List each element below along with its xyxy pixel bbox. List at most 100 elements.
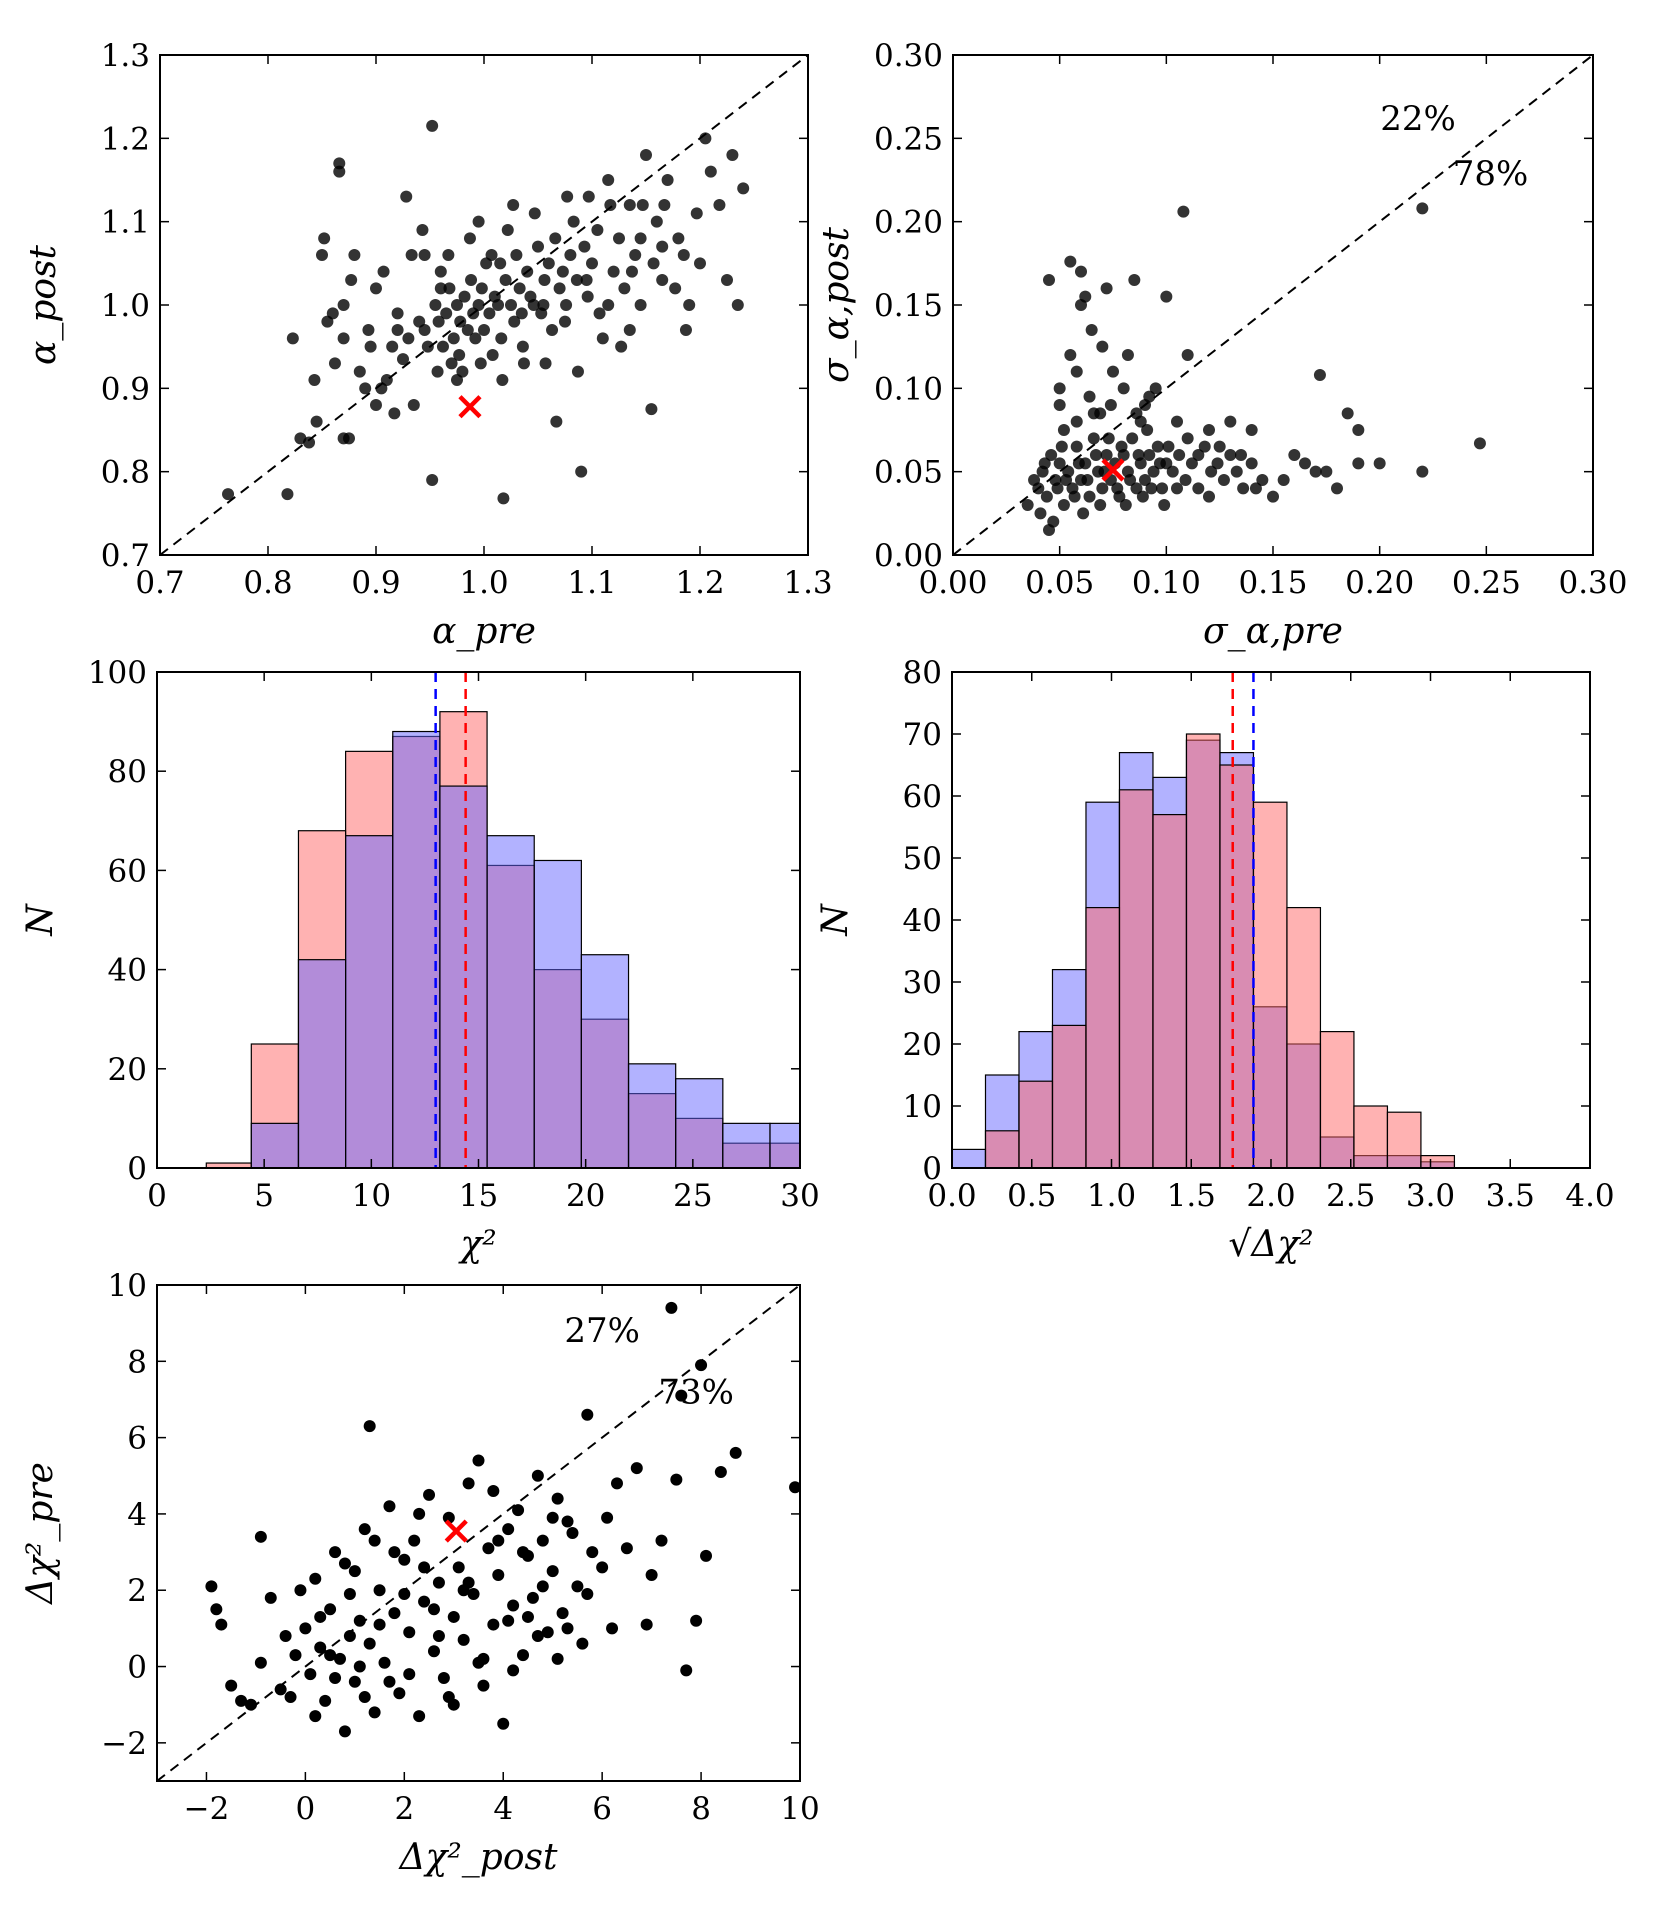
scatter-point	[309, 1710, 322, 1723]
scatter-point	[294, 1584, 307, 1597]
scatter-point	[1203, 424, 1215, 436]
scatter-point	[677, 249, 690, 261]
scatter-point	[1416, 202, 1429, 215]
scatter-point	[1162, 440, 1175, 453]
scatter-point	[586, 257, 598, 270]
scatter-point	[492, 1534, 505, 1547]
scatter-point	[1100, 449, 1113, 461]
scatter-point	[546, 1565, 559, 1578]
scatter-point	[634, 299, 647, 311]
scatter-point	[526, 1591, 539, 1604]
scatter-point	[1115, 440, 1128, 453]
x-tick-label: 0.0	[927, 1178, 976, 1214]
scatter-point	[737, 182, 750, 195]
x-tick-label: 10	[352, 1178, 391, 1214]
scatter-point	[564, 249, 577, 261]
scatter-point	[1224, 449, 1237, 461]
scatter-point	[1224, 415, 1237, 428]
scatter-point	[581, 1408, 594, 1421]
scatter-point	[359, 382, 372, 395]
scatter-point	[497, 492, 510, 505]
x-tick-label: 15	[459, 1178, 498, 1214]
scatter-point	[329, 1671, 342, 1684]
x-tick-label: 20	[566, 1178, 605, 1214]
percentage-label: 22%	[1380, 99, 1456, 139]
scatter-point	[510, 249, 523, 261]
y-tick-label: 0.25	[874, 121, 943, 157]
scatter-point	[567, 215, 580, 228]
y-tick-label: 0.8	[101, 455, 150, 491]
scatter-point	[1070, 415, 1083, 428]
scatter-point	[461, 324, 474, 336]
scatter-point	[467, 1588, 480, 1601]
scatter-point	[496, 374, 509, 386]
scatter-point	[431, 365, 444, 378]
y-tick-label: 80	[903, 655, 942, 691]
scatter-point	[560, 299, 573, 311]
scatter-point	[299, 1622, 312, 1635]
scatter-point	[423, 1488, 436, 1501]
scatter-point	[1230, 465, 1243, 478]
hist-bar-red	[1185, 733, 1221, 1168]
chart-alpha: 0.7 0.8 0.9 1.0 1.1 1.2 1.3 0.7 0.8 0.9 1.0 1.1 1.2 1…	[23, 38, 833, 652]
scatter-point	[507, 1664, 520, 1677]
scatter-point	[680, 1664, 693, 1677]
scatter-point	[658, 199, 671, 211]
x-tick-label: 1.1	[567, 565, 616, 601]
scatter-point	[1373, 457, 1386, 470]
scatter-point	[1070, 440, 1083, 453]
percentage-label: 73%	[658, 1372, 734, 1412]
scatter-point	[388, 1607, 401, 1620]
y-axis-label: α_post	[23, 244, 64, 365]
y-tick-label: 0	[922, 1151, 942, 1187]
scatter-point	[337, 299, 350, 311]
scatter-point	[333, 157, 346, 170]
scatter-point	[601, 1511, 614, 1524]
scatter-point	[492, 1568, 505, 1581]
scatter-point	[225, 1679, 238, 1692]
scatter-point	[650, 215, 663, 228]
scatter-point	[1147, 465, 1160, 478]
scatter-point	[699, 132, 712, 145]
y-tick-label: 100	[88, 655, 147, 691]
scatter-point	[1245, 457, 1258, 470]
plot-area	[952, 672, 1456, 1168]
chart-chi2: 0 5 10 15 20 25 30 0 20 40 60 80 100 χ² N	[20, 655, 820, 1265]
scatter-point	[561, 190, 574, 203]
highlight-marker	[1101, 458, 1125, 482]
scatter-point	[304, 1668, 317, 1681]
scatter-point	[1237, 482, 1250, 495]
scatter-point	[655, 1534, 668, 1547]
scatter-point	[343, 432, 355, 445]
scatter-point	[286, 332, 299, 345]
scatter-point	[1064, 255, 1077, 268]
scatter-point	[1102, 432, 1115, 445]
scatter-point	[1072, 457, 1085, 470]
scatter-point	[1104, 399, 1117, 411]
scatter-point	[338, 1725, 351, 1738]
scatter-point	[1309, 465, 1322, 478]
x-tick-label: 25	[673, 1178, 712, 1214]
scatter-point	[486, 349, 499, 361]
scatter-point	[418, 249, 431, 261]
scatter-point	[561, 1622, 574, 1635]
scatter-point	[458, 290, 471, 303]
y-tick-label: 40	[903, 903, 942, 939]
chart-dchi2: 27% 73% −2 0 2 4 6 8 10 −2 0 2 4 6 8 10 Δχ²_post Δχ²_pre	[20, 1268, 820, 1878]
scatter-point	[629, 249, 642, 261]
scatter-point	[487, 1618, 500, 1631]
scatter-point	[413, 1507, 426, 1520]
scatter-point	[538, 274, 551, 286]
chart-sigma: 22% 78% 0.00 0.05 0.10 0.15 0.20 0.25 0.30 0.00 0.…	[816, 38, 1628, 652]
scatter-point	[1156, 482, 1169, 495]
scatter-point	[1181, 432, 1194, 445]
scatter-point	[452, 1561, 465, 1574]
scatter-point	[694, 257, 706, 270]
scatter-point	[391, 307, 404, 320]
scatter-point	[403, 1626, 416, 1639]
scatter-point	[683, 299, 696, 311]
hist-bar-blue	[345, 835, 394, 1168]
scatter-point	[531, 1469, 544, 1482]
scatter-point	[447, 1610, 460, 1623]
scatter-point	[383, 1500, 396, 1513]
